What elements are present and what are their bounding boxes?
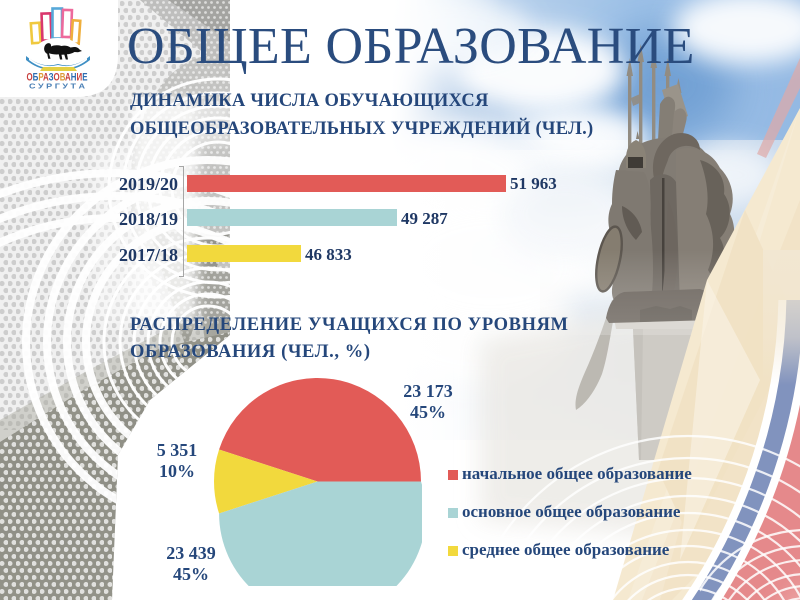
- svg-text:ОБРАЗОВАНИЕ: ОБРАЗОВАНИЕ: [27, 72, 88, 84]
- svg-text:С У Р Г У Т А: С У Р Г У Т А: [29, 84, 85, 91]
